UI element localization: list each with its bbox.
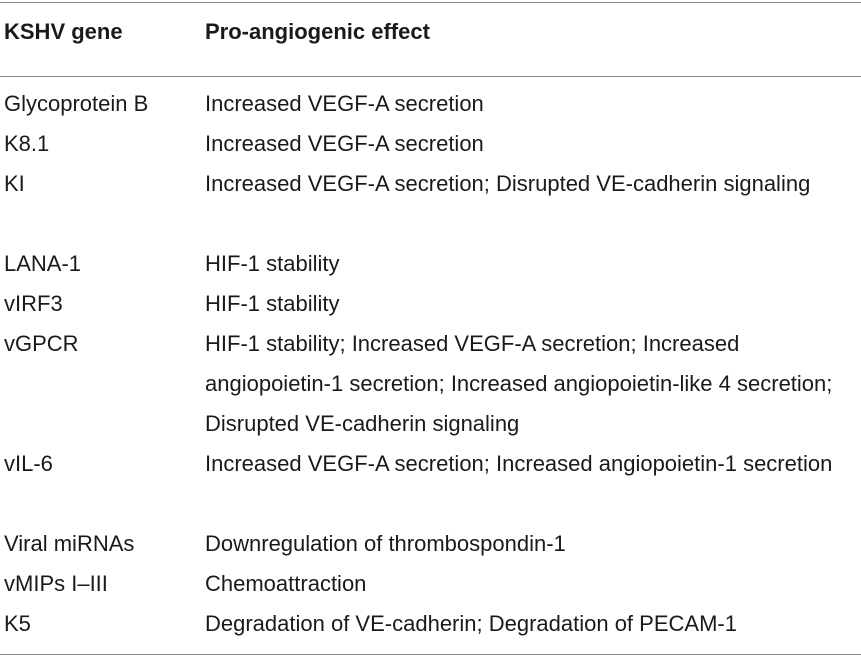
gene-cell: vMIPs I–III — [4, 571, 108, 596]
effect-cell: Degradation of VE-cadherin; Degradation … — [205, 611, 737, 636]
table-row: K8.1 Increased VEGF-A secretion — [0, 124, 861, 164]
header-effect: Pro-angiogenic effect — [205, 19, 430, 44]
table-header-row: KSHV gene Pro-angiogenic effect — [0, 15, 861, 55]
gene-cell: LANA-1 — [4, 251, 82, 276]
table-row: vGPCR HIF-1 stability; Increased VEGF-A … — [0, 324, 861, 444]
table-row: KI Increased VEGF-A secretion; Disrupted… — [0, 164, 861, 244]
effect-cell: HIF-1 stability — [205, 251, 340, 276]
effect-cell: Increased VEGF-A secretion; Increased an… — [205, 451, 833, 476]
table-row: K5 Degradation of VE-cadherin; Degradati… — [0, 604, 861, 644]
table-row: vIRF3 HIF-1 stability — [0, 284, 861, 324]
table-top-rule — [0, 2, 861, 3]
table-header-rule — [0, 76, 861, 77]
effect-cell: HIF-1 stability; Increased VEGF-A secret… — [205, 331, 833, 436]
table-body: Glycoprotein B Increased VEGF-A secretio… — [0, 84, 861, 644]
effect-cell: Increased VEGF-A secretion; Disrupted VE… — [205, 171, 811, 196]
table-row: vMIPs I–III Chemoattraction — [0, 564, 861, 604]
table-row: Glycoprotein B Increased VEGF-A secretio… — [0, 84, 861, 124]
table-row: Viral miRNAs Downregulation of thrombosp… — [0, 524, 861, 564]
table-bottom-rule — [0, 654, 861, 655]
table-row: LANA-1 HIF-1 stability — [0, 244, 861, 284]
gene-cell: vIRF3 — [4, 291, 63, 316]
gene-cell: Glycoprotein B — [4, 91, 149, 116]
effect-cell: Increased VEGF-A secretion — [205, 131, 484, 156]
gene-cell: Viral miRNAs — [4, 531, 135, 556]
gene-cell: vGPCR — [4, 331, 79, 356]
gene-cell: K5 — [4, 611, 31, 636]
gene-cell: K8.1 — [4, 131, 50, 156]
effect-cell: HIF-1 stability — [205, 291, 340, 316]
effect-cell: Increased VEGF-A secretion — [205, 91, 484, 116]
header-gene: KSHV gene — [4, 19, 123, 44]
gene-cell: vIL-6 — [4, 451, 53, 476]
effect-cell: Chemoattraction — [205, 571, 367, 596]
table-row: vIL-6 Increased VEGF-A secretion; Increa… — [0, 444, 861, 524]
gene-cell: KI — [4, 171, 25, 196]
effect-cell: Downregulation of thrombospondin-1 — [205, 531, 566, 556]
